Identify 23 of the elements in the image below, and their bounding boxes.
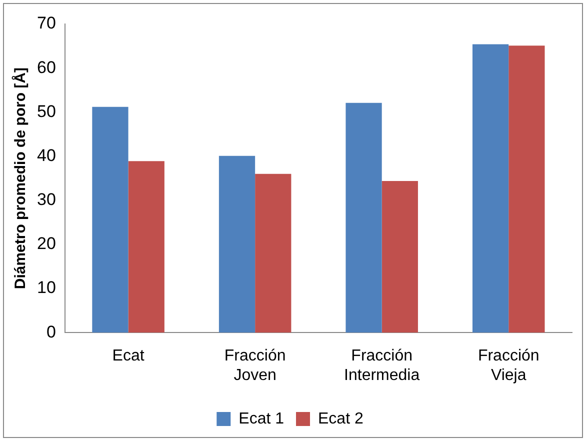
x-tick-label: Fracción Intermedia	[344, 348, 420, 384]
legend-label: Ecat 1	[238, 410, 284, 428]
y-tick-label: 50	[36, 102, 56, 121]
bar	[128, 161, 164, 333]
bar	[218, 156, 256, 333]
bar	[92, 106, 128, 333]
y-tick-label: 40	[36, 146, 56, 165]
bar	[508, 46, 545, 333]
x-tick-label: Ecat	[112, 348, 145, 365]
x-tick-label: Fracción Vieja	[478, 348, 540, 384]
y-tick-label: 70	[36, 14, 56, 33]
y-tick-label: 10	[36, 278, 56, 298]
y-tick-label: 0	[46, 322, 56, 342]
y-tick-label: 30	[36, 190, 56, 210]
y-tick-label: 60	[36, 58, 56, 77]
y-axis-title: Diámetro promedio de poro [Å]	[11, 67, 30, 290]
x-tick-label: Fracción Joven	[224, 348, 286, 384]
y-tick-label: 20	[36, 234, 56, 254]
bar	[255, 174, 292, 333]
bar	[346, 102, 382, 333]
legend-label: Ecat 2	[318, 410, 364, 428]
bar	[382, 180, 418, 333]
bar	[472, 44, 509, 333]
